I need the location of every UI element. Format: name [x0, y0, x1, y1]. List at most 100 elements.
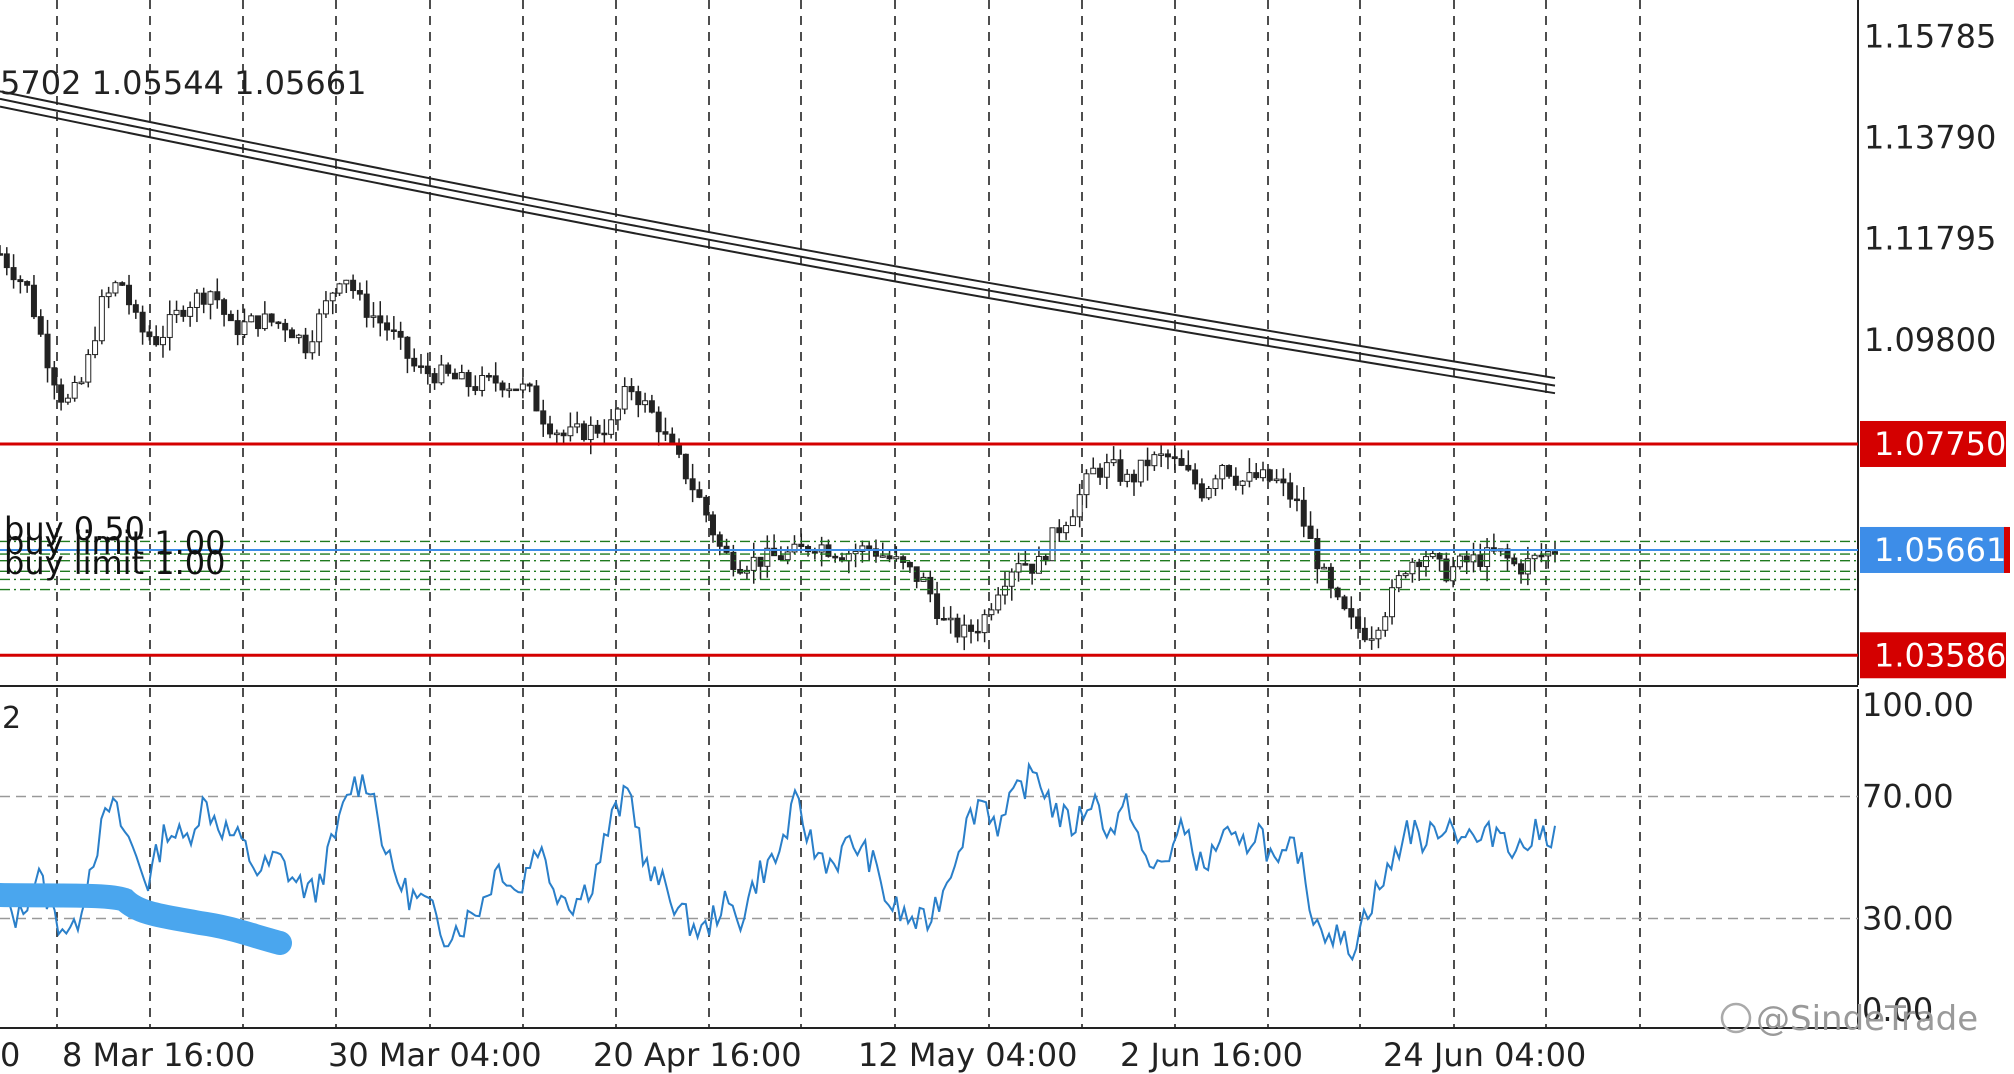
candle-body	[159, 336, 166, 346]
candle-body	[1293, 498, 1300, 502]
price-tick-label: 1.11795	[1864, 220, 1996, 258]
candle-body	[85, 354, 92, 383]
candle-body	[302, 334, 309, 354]
candle-body	[187, 306, 194, 317]
candle-body	[370, 315, 377, 318]
price-axis-labels: 1.15785 1.13790 1.11795 1.09800	[1864, 17, 1996, 359]
candle-body	[24, 281, 31, 286]
candle-body	[1015, 563, 1022, 573]
candle-body	[58, 384, 65, 403]
osc-tick-label: 30.00	[1862, 900, 1954, 938]
candle-body	[519, 383, 526, 391]
candle-body	[1355, 616, 1362, 629]
candle-body	[275, 321, 282, 325]
candle-body	[1266, 469, 1273, 481]
level-tag-edge	[2004, 526, 2010, 573]
candle-body	[485, 375, 492, 378]
candle-body	[438, 364, 445, 384]
candle-body	[1429, 553, 1436, 558]
candle-body	[1300, 499, 1307, 527]
candle-body	[343, 279, 350, 285]
candle-body	[913, 566, 920, 582]
candle-body	[818, 544, 825, 553]
watermark: @SindeTrade	[1720, 999, 1978, 1039]
time-tick-label: 20 Apr 16:00	[593, 1036, 802, 1074]
candle-body	[3, 253, 10, 269]
candle-body	[872, 548, 879, 557]
candle-body	[1287, 482, 1294, 500]
candle-body	[1035, 555, 1042, 574]
candle-body	[479, 375, 486, 391]
candle-body	[261, 313, 268, 330]
candle-body	[234, 320, 241, 336]
candle-body	[893, 556, 900, 560]
level-tag	[1860, 632, 2006, 679]
time-axis-labels: 0 8 Mar 16:00 30 Mar 04:00 20 Apr 16:00 12 M…	[0, 1036, 1586, 1074]
candle-body	[1212, 478, 1219, 490]
candle-body	[0, 253, 3, 256]
candle-body	[1069, 516, 1076, 527]
candle-body	[852, 550, 859, 555]
candle-body	[1253, 472, 1260, 479]
candle-body	[451, 372, 458, 380]
time-tick-label: 0	[0, 1036, 20, 1074]
price-tick-label: 1.15785	[1864, 17, 1996, 55]
candle-body	[126, 284, 133, 306]
candle-body	[709, 514, 716, 536]
time-tick-label: 8 Mar 16:00	[62, 1036, 255, 1074]
highlight-scribble	[0, 883, 292, 955]
candle-body	[112, 282, 119, 294]
candle-body	[248, 315, 255, 323]
candle-body	[316, 313, 323, 343]
ma-line	[0, 105, 1556, 395]
price-levels[interactable]: 1.07750 1.05661 1.03586	[0, 420, 2010, 679]
candle-body	[567, 426, 574, 437]
candle-body	[777, 555, 784, 561]
watermark-text: @SindeTrade	[1756, 999, 1978, 1039]
candle-body	[1484, 547, 1491, 567]
candle-body	[411, 357, 418, 367]
candle-body	[1158, 453, 1165, 456]
candle-body	[98, 296, 105, 342]
candle-body	[1219, 465, 1226, 480]
candle-body	[513, 388, 520, 392]
candle-body	[1171, 456, 1178, 460]
candle-body	[1008, 571, 1015, 587]
candle-body	[30, 284, 37, 318]
candle-body	[309, 341, 316, 354]
candle-body	[1192, 469, 1199, 485]
candle-body	[947, 617, 954, 621]
candle-body	[51, 367, 58, 386]
candle-body	[146, 331, 153, 338]
candle-body	[784, 551, 791, 561]
candle-body	[859, 545, 866, 552]
candle-body	[1097, 467, 1104, 478]
candle-body	[1029, 563, 1036, 574]
candle-body	[703, 496, 710, 516]
candle-body	[716, 534, 723, 547]
candle-body	[832, 555, 839, 559]
candle-body	[1341, 596, 1348, 610]
candle-body	[1395, 575, 1402, 589]
candle-body	[105, 292, 112, 298]
candle-body	[757, 556, 764, 567]
candlestick-series	[0, 245, 1558, 651]
candle-body	[1402, 573, 1409, 577]
candle-body	[17, 279, 24, 283]
candle-body	[954, 617, 961, 638]
candle-body	[988, 609, 995, 616]
candle-body	[1348, 608, 1355, 618]
candle-body	[1327, 566, 1334, 589]
candle-body	[974, 630, 981, 634]
candle-body	[540, 410, 547, 425]
candle-body	[390, 329, 397, 332]
candle-body	[526, 383, 533, 387]
candle-body	[635, 391, 642, 406]
candle-body	[961, 624, 968, 638]
moving-average-band	[0, 90, 1556, 395]
candle-body	[173, 309, 180, 316]
candle-body	[968, 624, 975, 632]
candle-body	[689, 478, 696, 491]
